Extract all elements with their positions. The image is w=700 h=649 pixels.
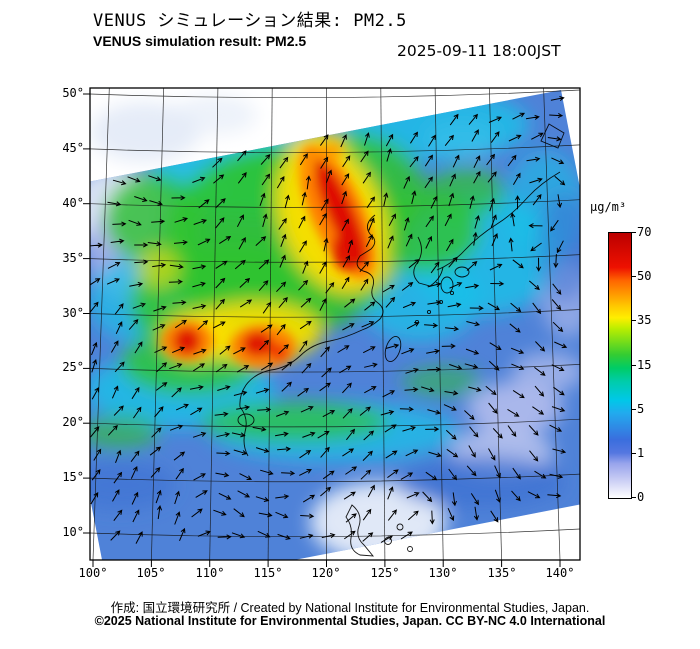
colorbar-label: 35 <box>637 313 652 327</box>
colorbar-label: 70 <box>637 225 652 239</box>
license-text: ©2025 National Institute for Environment… <box>94 614 606 628</box>
lat-tick-label: 35° <box>62 251 84 265</box>
page-title-japanese: VENUS シミュレーション結果: PM2.5 <box>93 11 407 31</box>
lon-tick-label: 115° <box>253 566 283 580</box>
lat-tick-label: 20° <box>62 415 84 429</box>
colorbar-label: 0 <box>637 490 645 504</box>
valid-time-label: 2025-09-11 18:00JST <box>397 42 561 60</box>
lon-tick-label: 105° <box>136 566 166 580</box>
page-title-english: VENUS simulation result: PM2.5 <box>93 33 307 49</box>
edge-wisps <box>90 95 257 162</box>
lon-tick-label: 135° <box>487 566 517 580</box>
colorbar-label: 5 <box>637 402 645 416</box>
colorbar-label: 15 <box>637 358 652 372</box>
lon-tick-label: 120° <box>311 566 341 580</box>
colorbar-tick <box>632 453 636 454</box>
lon-tick-label: 130° <box>428 566 458 580</box>
colorbar-tick <box>632 497 636 498</box>
colorbar-tick <box>632 365 636 366</box>
lon-tick-label: 110° <box>195 566 225 580</box>
lat-tick-label: 15° <box>62 470 84 484</box>
lat-tick-label: 45° <box>62 141 84 155</box>
wind-vector-arrows <box>90 96 568 544</box>
lon-tick-label: 140° <box>545 566 575 580</box>
colorbar-label: 1 <box>637 446 645 460</box>
map-frame <box>83 87 581 567</box>
colorbar-unit-label: μg/m³ <box>590 200 627 214</box>
colorbar-tick <box>632 232 636 233</box>
credit-text: 作成: 国立環境研究所 / Created by National Instit… <box>110 601 590 615</box>
lon-tick-label: 125° <box>370 566 400 580</box>
colorbar-tick <box>632 320 636 321</box>
lat-tick-label: 50° <box>62 86 84 100</box>
colorbar-label: 50 <box>637 269 652 283</box>
colorbar <box>608 232 632 499</box>
graticule <box>90 88 580 560</box>
lat-tick-label: 10° <box>62 525 84 539</box>
colorbar-tick <box>632 276 636 277</box>
lon-tick-label: 100° <box>78 566 108 580</box>
lat-tick-label: 30° <box>62 306 84 320</box>
lat-tick-label: 40° <box>62 196 84 210</box>
colorbar-tick <box>632 409 636 410</box>
lat-tick-label: 25° <box>62 360 84 374</box>
